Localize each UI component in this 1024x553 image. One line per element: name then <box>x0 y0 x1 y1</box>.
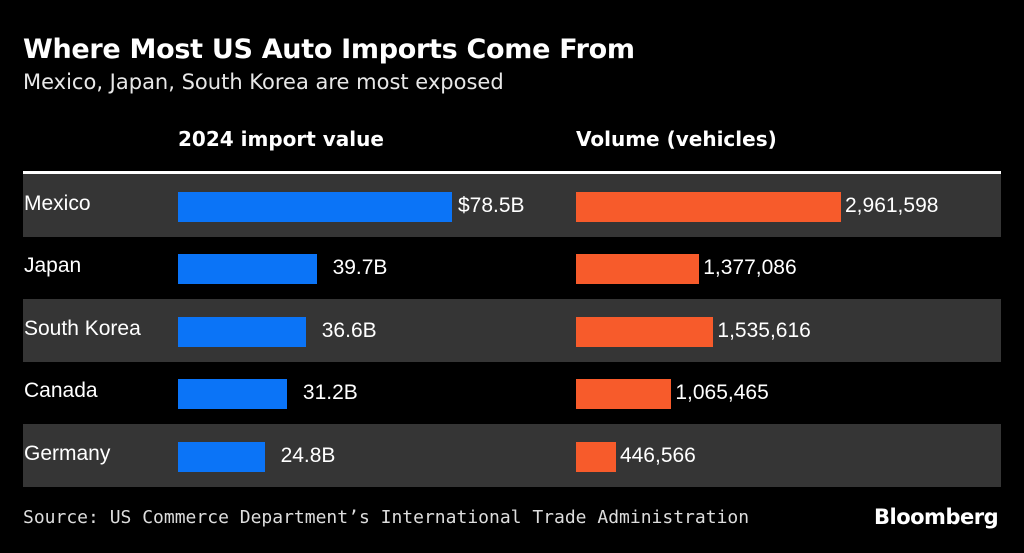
column-header-volume: Volume (vehicles) <box>576 127 777 151</box>
volume-bar <box>576 192 841 222</box>
country-label: Germany <box>24 441 111 465</box>
table-row: Canada 31.2B 1,065,465 <box>23 361 1001 424</box>
table-row: Germany 24.8B 446,566 <box>23 423 1001 487</box>
import-value-label: 36.6B <box>321 318 377 342</box>
import-value-label: $78.5B <box>458 194 525 217</box>
volume-label: 1,377,086 <box>703 256 797 280</box>
volume-label: 1,535,616 <box>717 318 811 342</box>
source-note: Source: US Commerce Department’s Interna… <box>23 507 750 528</box>
table-row: South Korea 36.6B 1,535,616 <box>23 298 1001 362</box>
import-value-label: 39.7B <box>332 256 388 280</box>
chart-title: Where Most US Auto Imports Come From <box>23 34 635 65</box>
country-label: Canada <box>24 379 98 403</box>
volume-label: 2,961,598 <box>845 194 939 217</box>
country-label: Mexico <box>24 192 91 215</box>
volume-bar <box>576 379 672 410</box>
import-value-bar <box>178 316 306 347</box>
table-row: Mexico $78.5B 2,961,598 <box>23 174 1001 237</box>
country-label: South Korea <box>24 316 141 340</box>
header-rule <box>23 171 1001 174</box>
table-row: Japan 39.7B 1,377,086 <box>23 236 1001 299</box>
volume-label: 1,065,465 <box>675 381 769 405</box>
import-value-bar <box>178 379 287 410</box>
volume-bar <box>576 254 700 285</box>
import-value-bar <box>178 254 317 285</box>
import-value-bar <box>178 192 452 222</box>
column-header-import-value: 2024 import value <box>178 127 384 151</box>
volume-bar <box>576 441 616 472</box>
chart-subtitle: Mexico, Japan, South Korea are most expo… <box>23 70 504 94</box>
volume-label: 446,566 <box>619 443 696 467</box>
import-value-label: 31.2B <box>302 381 358 405</box>
volume-bar <box>576 316 714 347</box>
import-value-label: 24.8B <box>280 443 336 467</box>
country-label: Japan <box>24 254 82 278</box>
bloomberg-logo: Bloomberg <box>874 505 999 529</box>
import-value-bar <box>178 441 265 472</box>
